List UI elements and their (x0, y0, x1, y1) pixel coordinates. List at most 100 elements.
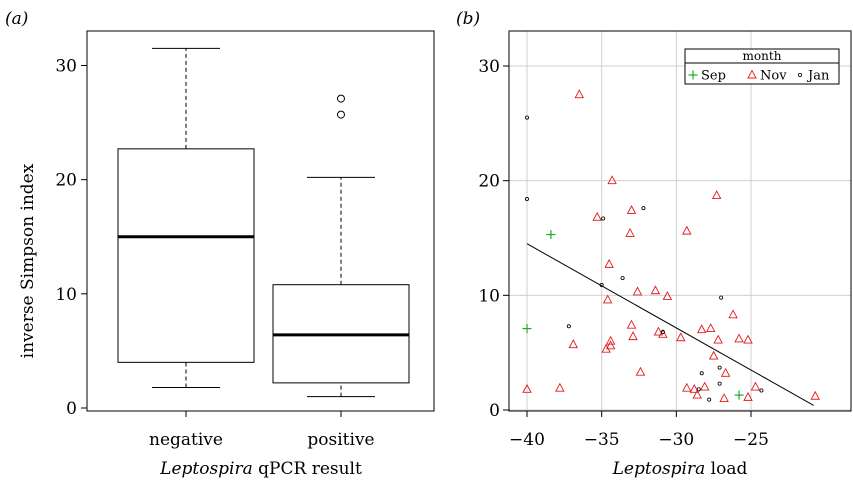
box-negative-iqr (117, 148, 255, 363)
regression-line (526, 243, 814, 406)
box-positive (272, 94, 410, 398)
panel-b-grid (509, 31, 851, 411)
point-nov-20 (682, 225, 692, 235)
point-sep-1 (522, 324, 532, 334)
point-jan-1 (525, 197, 530, 202)
series-sep (522, 230, 744, 400)
point-nov-32 (699, 381, 710, 391)
point-nov-11 (658, 328, 668, 338)
panel-b-x-axis-label: Leptospira load (612, 459, 748, 479)
point-nov-36 (810, 390, 820, 400)
panel-a-label: (a) (5, 9, 28, 29)
point-nov-33 (719, 393, 729, 402)
panel-a-boxes (117, 47, 410, 398)
legend-title: month (743, 49, 782, 63)
panel-a-frame (86, 30, 435, 412)
point-nov-17 (605, 340, 616, 350)
point-nov-2 (607, 175, 617, 185)
point-jan-7 (660, 330, 665, 335)
panel-a-y-tick-label-2: 20 (55, 171, 77, 191)
legend-marker-sep (688, 70, 698, 80)
panel-a-y-axis: 0 10 20 30 (55, 57, 87, 419)
point-nov-34 (743, 391, 753, 401)
point-jan-8 (719, 295, 724, 300)
panel-a-boxplot: (a) 0 10 20 30 negative positive inverse Sim… (5, 9, 435, 479)
panel-a-y-tick-label-1: 10 (55, 285, 77, 305)
point-nov-14 (628, 331, 638, 341)
legend-label-nov: Nov (760, 69, 787, 84)
point-jan-11 (717, 381, 722, 386)
panel-b-x-tick-label-0: −40 (509, 430, 545, 450)
point-jan-6 (566, 324, 571, 329)
point-jan-4 (620, 276, 625, 281)
point-nov-21 (711, 190, 722, 200)
panel-b-frame (508, 30, 852, 412)
legend-item-jan: Jan (798, 69, 830, 84)
point-nov-8 (662, 291, 673, 300)
point-jan-10 (717, 365, 722, 370)
panel-b-x-tick-label-3: −25 (733, 430, 769, 450)
point-nov-18 (568, 339, 579, 349)
point-nov-27 (720, 367, 731, 377)
point-nov-0 (574, 89, 585, 99)
legend-label-sep: Sep (701, 69, 726, 84)
panel-b-y-tick-label-2: 20 (478, 172, 500, 192)
point-nov-10 (626, 319, 637, 329)
point-nov-3 (626, 205, 637, 214)
panel-b-scatter: (b) 0 10 20 30 −40 −35 −30 −25 month Sep Nov Jan… (456, 9, 852, 479)
panel-b-y-axis: 0 10 20 30 (478, 57, 509, 421)
point-nov-13 (653, 326, 664, 336)
panel-a-x-axis-label-rest: qPCR result (253, 459, 362, 479)
point-nov-19 (635, 366, 646, 376)
box-positive-outlier-1 (337, 94, 345, 103)
point-nov-39 (682, 382, 692, 392)
series-jan (525, 115, 764, 402)
point-nov-23 (705, 323, 716, 333)
point-nov-37 (522, 383, 532, 393)
panel-b-y-tick-label-1: 10 (478, 286, 500, 306)
panel-a-x-axis-label: Leptospira qPCR result (159, 459, 362, 479)
panel-a-x-axis: negative positive (149, 411, 375, 450)
panel-a-x-tick-label-1: positive (307, 430, 374, 450)
point-nov-29 (734, 333, 744, 343)
panel-b-points (522, 89, 820, 402)
point-nov-5 (604, 258, 614, 268)
point-jan-14 (759, 388, 764, 393)
legend-item-sep: Sep (688, 69, 726, 84)
point-nov-31 (692, 389, 702, 399)
point-nov-30 (689, 383, 700, 393)
box-positive-outlier-0 (337, 110, 345, 119)
panel-a-y-axis-label: inverse Simpson index (18, 163, 38, 358)
point-nov-4 (625, 227, 635, 237)
panel-a-x-tick-label-0: negative (149, 430, 223, 450)
panel-b-y-tick-label-0: 0 (489, 401, 500, 421)
point-nov-7 (650, 285, 661, 295)
legend-label-jan: Jan (806, 69, 830, 84)
point-jan-0 (525, 115, 530, 120)
panel-b-regression (526, 243, 814, 406)
point-nov-6 (632, 286, 643, 296)
panel-a-x-axis-label-italic: Leptospira (159, 459, 253, 479)
point-sep-2 (734, 390, 744, 400)
point-nov-24 (728, 309, 738, 319)
point-jan-13 (707, 397, 712, 402)
panel-b-x-axis-label-rest: load (705, 459, 747, 479)
point-jan-12 (696, 387, 701, 392)
point-nov-35 (750, 381, 761, 391)
point-nov-28 (743, 334, 753, 344)
point-jan-3 (641, 206, 646, 211)
point-nov-9 (602, 294, 613, 304)
panel-a-y-tick-label-3: 30 (55, 57, 77, 77)
series-nov (522, 89, 820, 402)
point-nov-38 (555, 382, 565, 392)
panel-a-y-tick-label-0: 0 (66, 399, 77, 419)
point-sep-0 (546, 230, 556, 240)
point-jan-9 (699, 371, 704, 376)
legend-item-nov: Nov (747, 69, 787, 84)
panel-b-x-axis: −40 −35 −30 −25 (509, 411, 769, 450)
point-nov-26 (708, 350, 719, 360)
box-negative (117, 47, 255, 388)
point-jan-2 (601, 216, 606, 221)
panel-b-label: (b) (456, 9, 480, 29)
